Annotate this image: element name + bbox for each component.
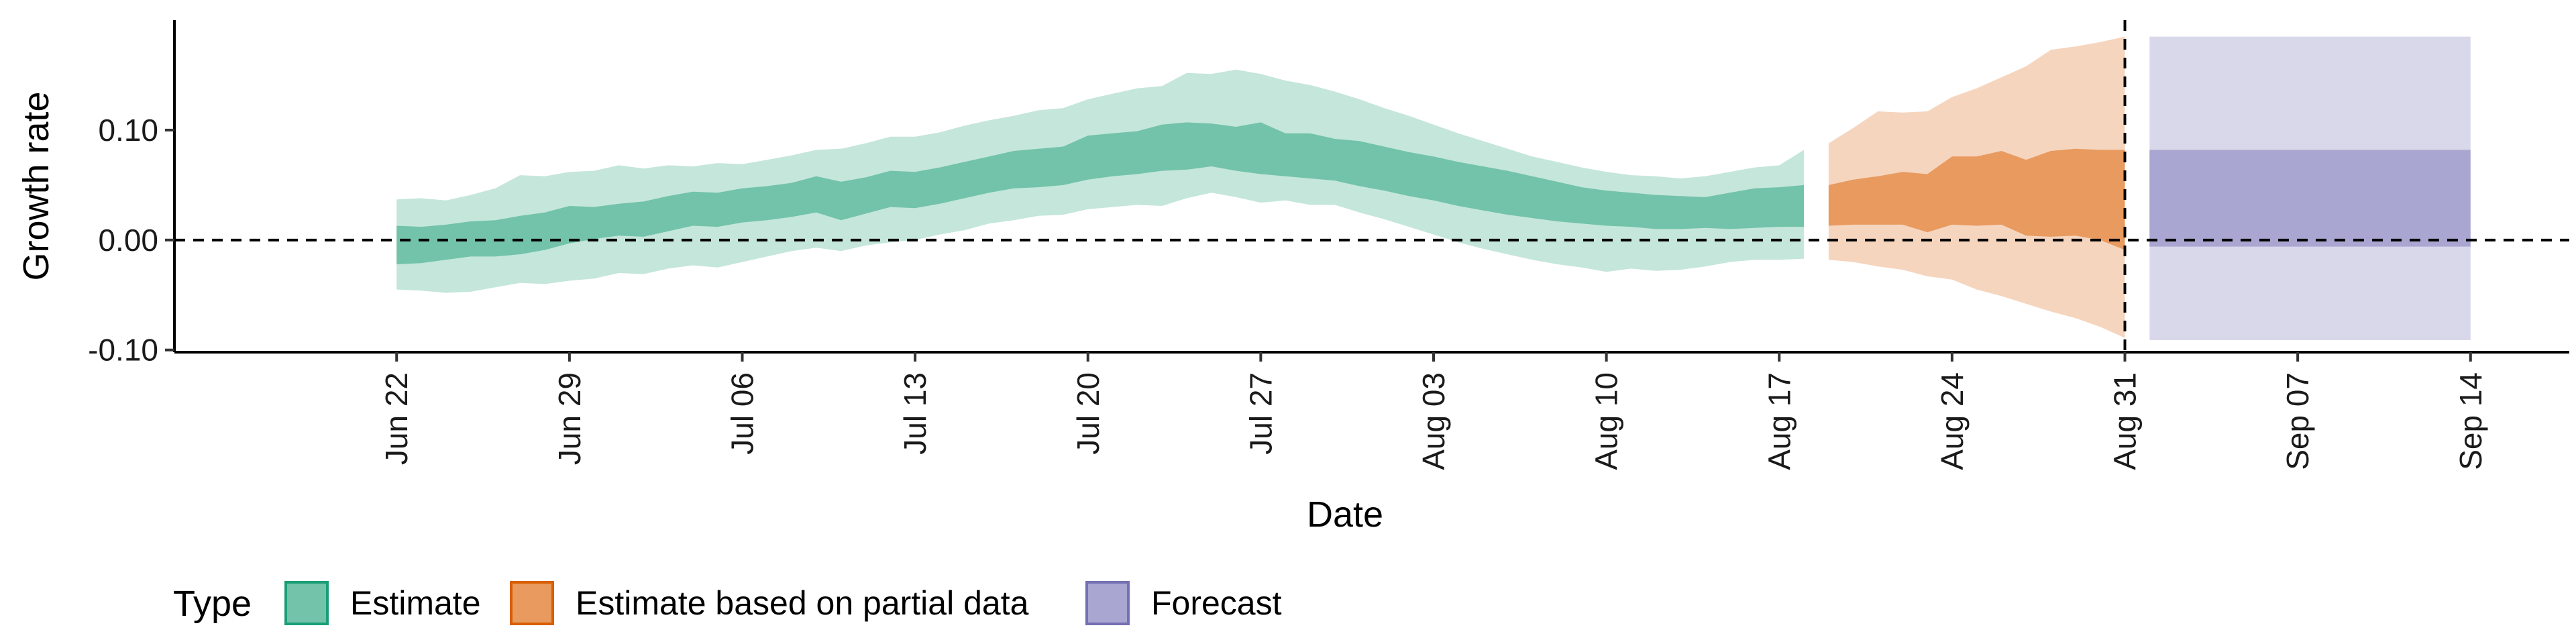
y-tick-label: 0.00 — [98, 223, 158, 258]
legend-title: Type — [173, 584, 252, 624]
x-tick-label: Jul 20 — [1071, 372, 1106, 455]
y-axis-ticks: 0.10 0.00 -0.10 — [88, 113, 174, 368]
legend-key-estimate-based-on-partial-data — [510, 581, 554, 625]
x-tick-label: Aug 03 — [1416, 372, 1451, 470]
legend: Type Estimate Estimate based on partial da… — [173, 581, 1282, 625]
x-tick-label: Sep 07 — [2280, 372, 2315, 470]
legend-label-estimate: Estimate — [350, 584, 481, 622]
axes — [173, 20, 2569, 354]
x-axis-title: Date — [1307, 494, 1383, 535]
x-tick-label: Jun 29 — [552, 372, 587, 465]
forecast-inner-band — [2149, 150, 2471, 247]
reference-lines — [174, 20, 2569, 352]
x-axis-ticks: Jun 22 Jun 29 Jul 06 Jul 13 Jul 20 Jul 27 Aug … — [379, 352, 2488, 470]
x-tick-label: Jul 13 — [898, 372, 932, 455]
x-tick-label: Jun 22 — [379, 372, 414, 465]
legend-key-estimate — [284, 581, 329, 625]
x-tick-label: Sep 14 — [2453, 372, 2488, 470]
y-axis-title: Growth rate — [16, 91, 56, 280]
estimate-inner-band — [396, 122, 1805, 264]
y-tick-label: -0.10 — [88, 333, 158, 368]
legend-label-forecast: Forecast — [1151, 584, 1282, 622]
estimate-outer-band — [396, 69, 1805, 293]
x-tick-label: Aug 10 — [1589, 372, 1624, 470]
x-tick-label: Jul 27 — [1243, 372, 1278, 455]
legend-label-estimate-based-on-partial-data: Estimate based on partial data — [576, 584, 1029, 622]
legend-key-forecast — [1085, 581, 1130, 625]
y-tick-label: 0.10 — [98, 113, 158, 148]
x-tick-label: Jul 06 — [724, 372, 759, 455]
x-tick-label: Aug 31 — [2108, 372, 2143, 470]
x-tick-label: Aug 17 — [1762, 372, 1796, 470]
x-tick-label: Aug 24 — [1935, 372, 1970, 470]
ribbon-bands — [396, 36, 2471, 340]
estimate-based-on-partial-data-inner-band — [1828, 148, 2125, 250]
